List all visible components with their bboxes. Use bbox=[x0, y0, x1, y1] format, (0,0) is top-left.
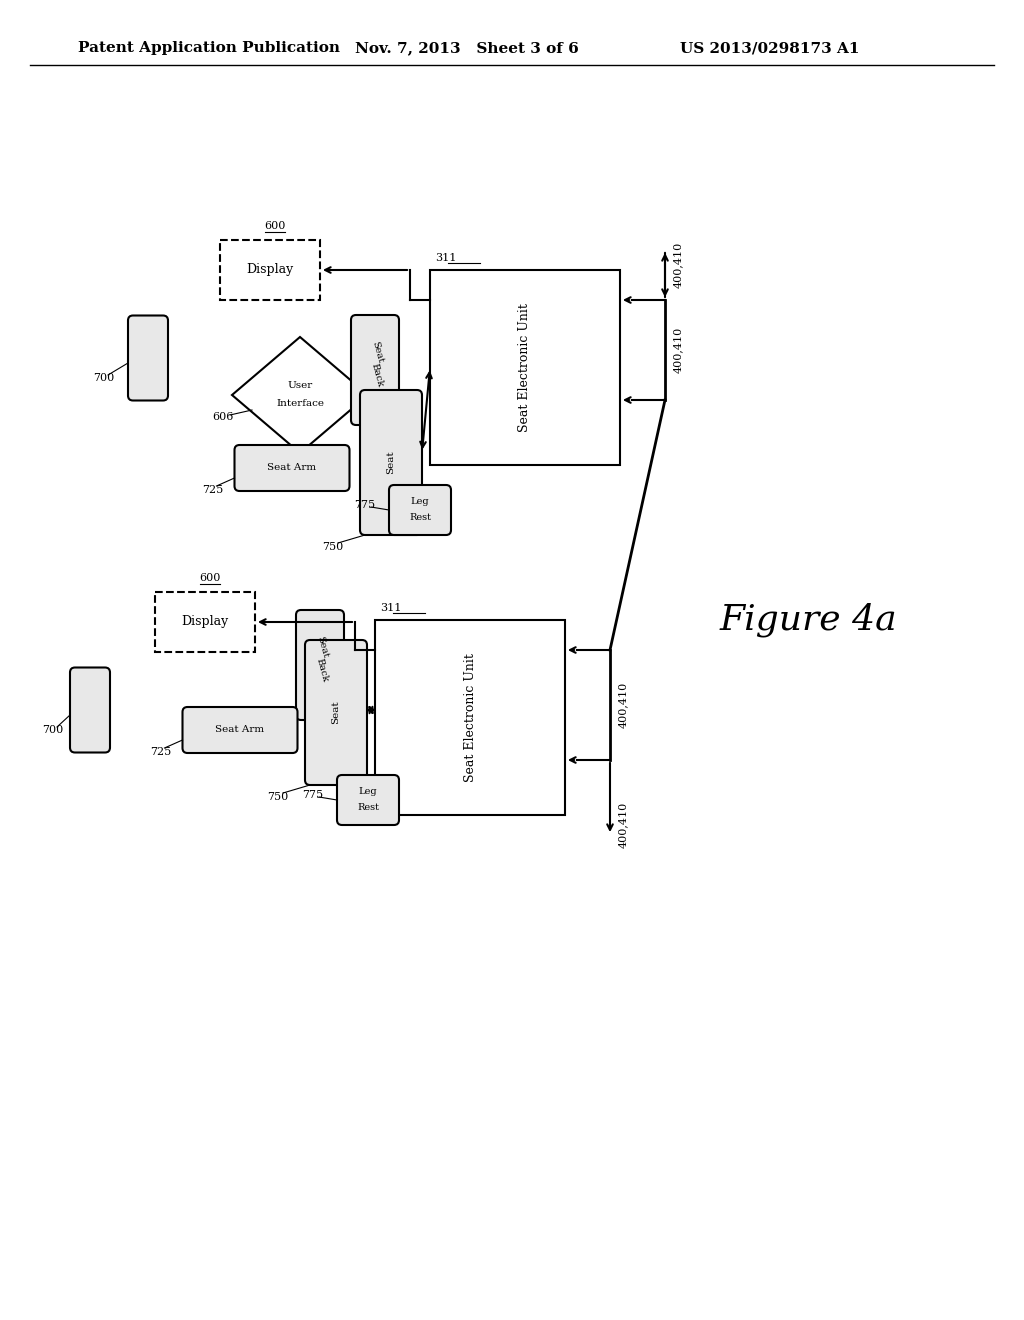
FancyBboxPatch shape bbox=[155, 591, 255, 652]
Text: 725: 725 bbox=[151, 747, 172, 756]
Text: 400,410: 400,410 bbox=[618, 682, 628, 729]
Text: Seat: Seat bbox=[370, 341, 384, 364]
FancyBboxPatch shape bbox=[70, 668, 110, 752]
Text: 725: 725 bbox=[203, 484, 224, 495]
Text: 600: 600 bbox=[264, 220, 286, 231]
Text: Seat: Seat bbox=[314, 635, 329, 659]
Text: Rest: Rest bbox=[357, 804, 379, 813]
Text: 775: 775 bbox=[302, 789, 324, 800]
Text: US 2013/0298173 A1: US 2013/0298173 A1 bbox=[680, 41, 859, 55]
Text: Display: Display bbox=[247, 264, 294, 276]
FancyBboxPatch shape bbox=[305, 640, 367, 785]
Text: 311: 311 bbox=[435, 253, 457, 263]
Text: Leg: Leg bbox=[358, 788, 377, 796]
Text: Back: Back bbox=[314, 657, 330, 682]
Text: Leg: Leg bbox=[411, 498, 429, 507]
Text: Nov. 7, 2013   Sheet 3 of 6: Nov. 7, 2013 Sheet 3 of 6 bbox=[355, 41, 579, 55]
Text: Seat Arm: Seat Arm bbox=[215, 726, 264, 734]
Text: Seat Electronic Unit: Seat Electronic Unit bbox=[464, 653, 476, 781]
Text: 750: 750 bbox=[322, 543, 343, 552]
Text: 750: 750 bbox=[267, 792, 288, 803]
FancyBboxPatch shape bbox=[360, 389, 422, 535]
Text: Back: Back bbox=[370, 362, 384, 388]
Text: Seat: Seat bbox=[386, 450, 395, 474]
Text: Interface: Interface bbox=[276, 399, 324, 408]
FancyBboxPatch shape bbox=[220, 240, 319, 300]
FancyBboxPatch shape bbox=[375, 620, 565, 814]
FancyBboxPatch shape bbox=[234, 445, 349, 491]
Text: Seat: Seat bbox=[332, 701, 341, 725]
Text: Seat Arm: Seat Arm bbox=[267, 463, 316, 473]
Text: User: User bbox=[288, 380, 312, 389]
FancyBboxPatch shape bbox=[351, 315, 399, 425]
Polygon shape bbox=[232, 337, 368, 453]
Text: Patent Application Publication: Patent Application Publication bbox=[78, 41, 340, 55]
Text: Seat Electronic Unit: Seat Electronic Unit bbox=[518, 304, 531, 432]
FancyBboxPatch shape bbox=[389, 484, 451, 535]
FancyBboxPatch shape bbox=[128, 315, 168, 400]
Text: 775: 775 bbox=[354, 500, 375, 510]
Text: Figure 4a: Figure 4a bbox=[720, 603, 898, 638]
Text: 700: 700 bbox=[93, 374, 115, 383]
Text: 606: 606 bbox=[212, 412, 233, 422]
Text: 400,410: 400,410 bbox=[618, 801, 628, 849]
Text: 400,410: 400,410 bbox=[673, 242, 683, 288]
FancyBboxPatch shape bbox=[296, 610, 344, 719]
Text: 700: 700 bbox=[42, 725, 63, 735]
FancyBboxPatch shape bbox=[182, 708, 298, 752]
Text: Rest: Rest bbox=[409, 513, 431, 523]
Text: 600: 600 bbox=[200, 573, 221, 583]
Text: 400,410: 400,410 bbox=[673, 327, 683, 374]
FancyBboxPatch shape bbox=[337, 775, 399, 825]
FancyBboxPatch shape bbox=[430, 271, 620, 465]
Text: Display: Display bbox=[181, 615, 228, 628]
Text: 311: 311 bbox=[380, 603, 401, 612]
